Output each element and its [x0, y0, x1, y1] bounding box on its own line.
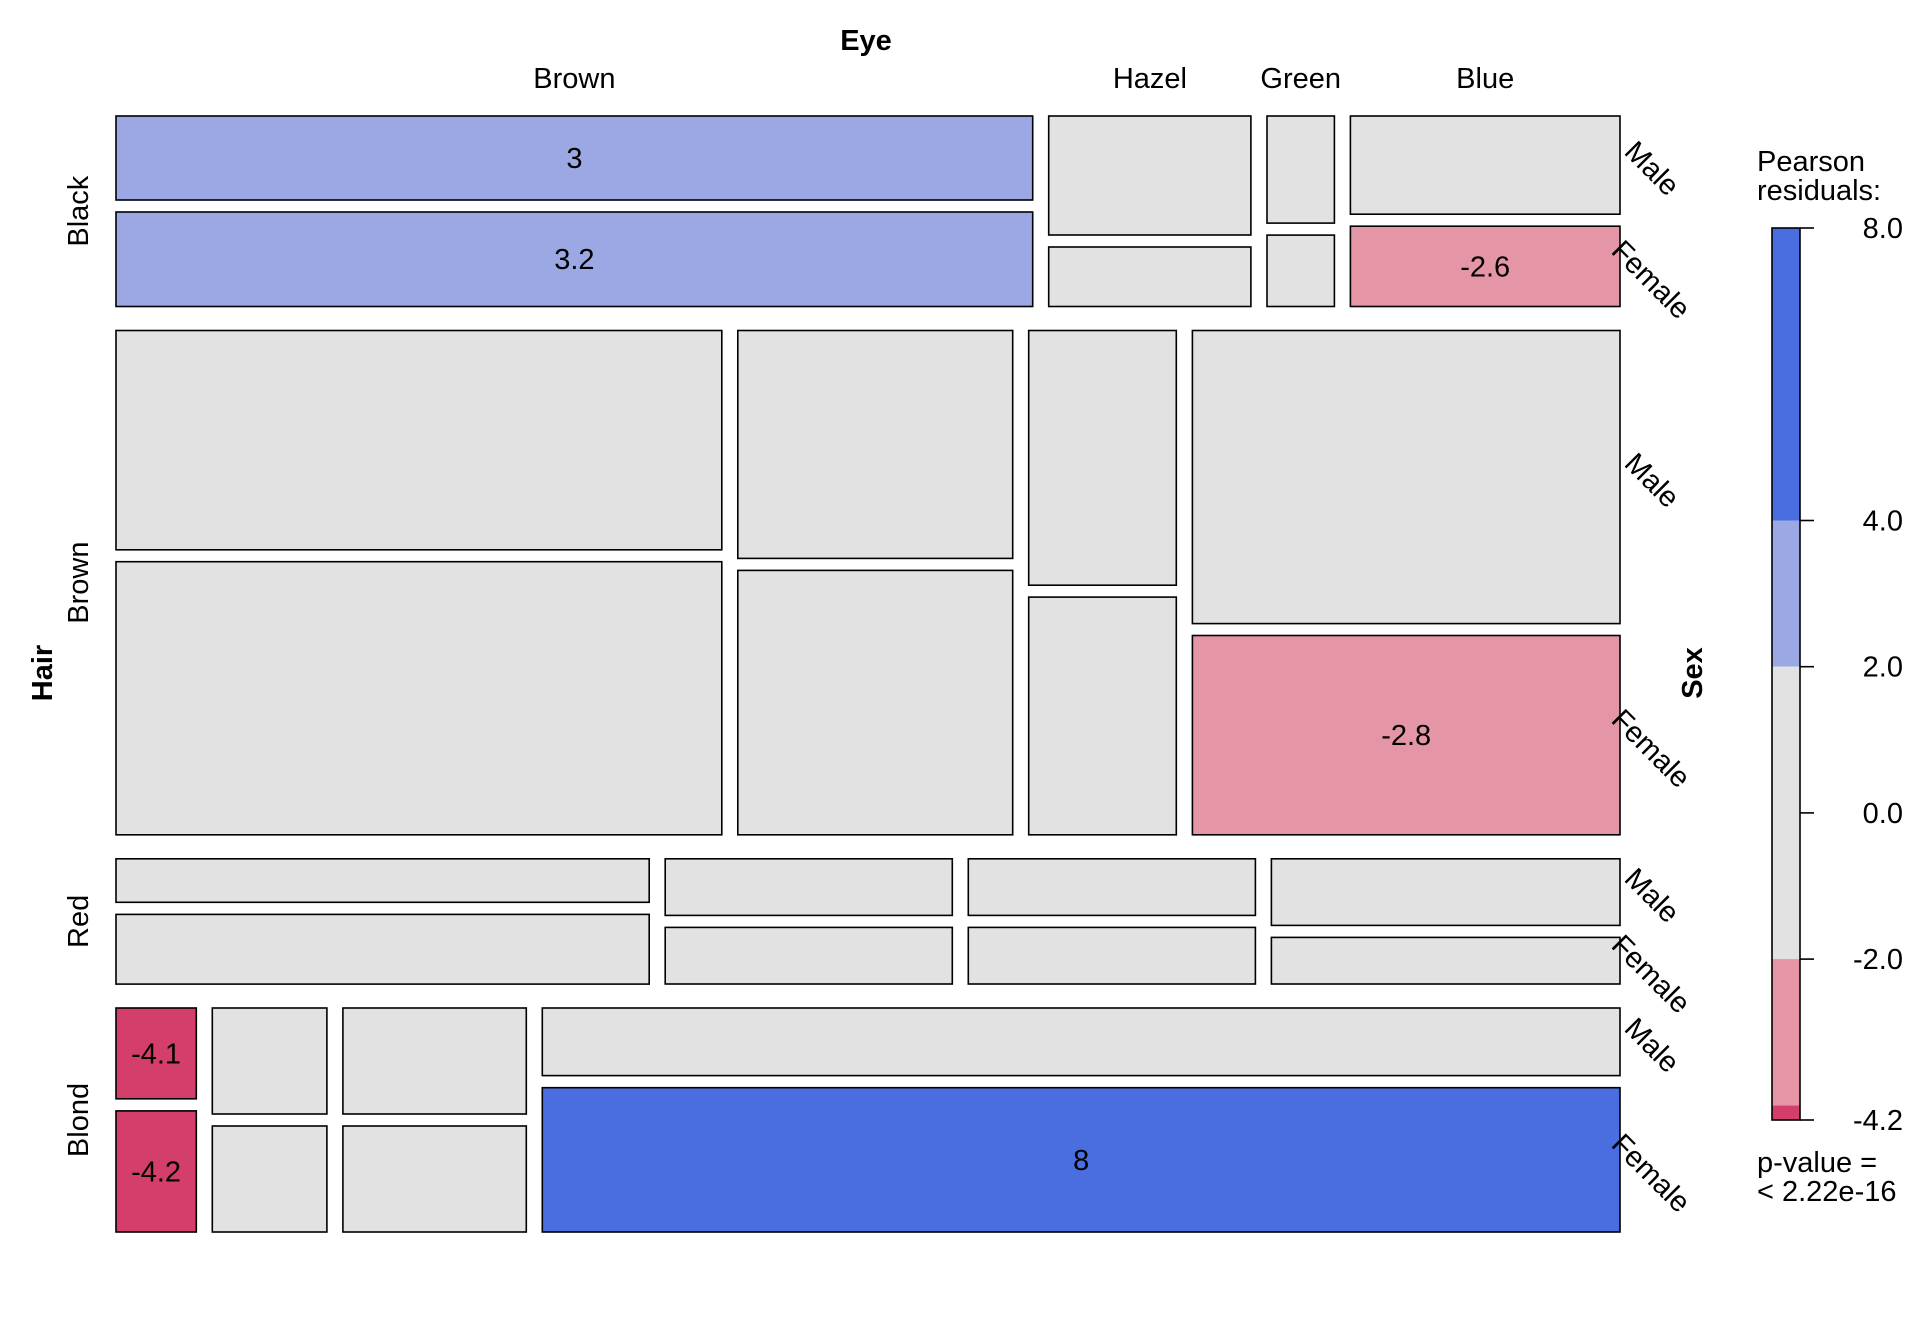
legend-band-negative: [1772, 959, 1800, 1106]
row-labels: Black Brown Red Blond: [63, 175, 95, 1157]
tile-red-blue-female: [1270, 936, 1621, 985]
residual-label-blond-blue-female: 8: [1073, 1145, 1089, 1177]
tile-black-green-female: [1266, 234, 1336, 308]
tile-blond-blue-female: [541, 1086, 1621, 1233]
tile-black-brown-male: [115, 115, 1034, 201]
tile-brown-blue-male: [1191, 329, 1621, 625]
residual-label-black-blue-female: -2.6: [1460, 251, 1510, 283]
row-label-brown: Brown: [63, 541, 95, 623]
row-label-blond: Blond: [63, 1083, 95, 1157]
tile-brown-brown-female: [115, 560, 723, 836]
legend-band-neutral: [1772, 666, 1800, 960]
tile-blond-hazel-female: [211, 1125, 328, 1233]
residual-labels: 3 3.2 -2.6 -2.8 -4.1 -4.2 8: [131, 143, 1510, 1188]
column-labels: Brown Hazel Green Blue: [533, 63, 1514, 95]
residual-label-brown-blue-female: -2.8: [1381, 720, 1431, 752]
tile-black-hazel-female: [1047, 246, 1252, 308]
legend-band-strong-negative: [1772, 1105, 1800, 1120]
row-variable-title: Hair: [27, 645, 59, 701]
legend-title-line-1: Pearson: [1757, 146, 1865, 178]
tile-red-green-male: [967, 857, 1257, 917]
legend-bar-border: [1771, 227, 1801, 1121]
tile-blond-green-female: [342, 1125, 528, 1233]
legend-band-strong-positive: [1772, 228, 1800, 521]
legend-color-bar: [1771, 227, 1801, 1121]
sex-label-blond-male: Male: [1618, 1012, 1685, 1079]
tile-red-brown-male: [115, 857, 651, 904]
residual-label-blond-brown-male: -4.1: [131, 1039, 181, 1071]
sex-label-red-male: Male: [1618, 862, 1685, 929]
mosaic-tiles: [115, 115, 1621, 1233]
residual-legend: Pearson residuals: 8.04.02.00.0-2.0-4.2 …: [1757, 146, 1903, 1208]
tile-red-hazel-female: [664, 926, 954, 985]
tile-brown-green-male: [1027, 329, 1178, 586]
column-label-blue: Blue: [1456, 63, 1514, 95]
sex-label-brown-male: Male: [1618, 447, 1685, 514]
tile-black-blue-male: [1349, 115, 1621, 215]
residual-label-black-brown-female: 3.2: [554, 244, 594, 276]
tile-red-brown-female: [115, 913, 651, 985]
legend-tick-label: 0.0: [1863, 798, 1903, 830]
residual-label-blond-brown-female: -4.2: [131, 1156, 181, 1188]
residual-label-black-brown-male: 3: [566, 143, 582, 175]
legend-tick-label: -2.0: [1853, 944, 1903, 976]
legend-tick-label: 8.0: [1863, 213, 1903, 245]
legend-ticks: 8.0 4.0 2.0 0.0 -2.0 -4.2: [1800, 213, 1903, 1137]
tile-brown-green-female: [1027, 596, 1178, 836]
tile-blond-green-male: [342, 1007, 528, 1115]
row-label-red: Red: [63, 895, 95, 948]
legend-tick-label: 4.0: [1863, 506, 1903, 538]
tile-blond-brown-female: [115, 1110, 198, 1233]
tile-black-green-male: [1266, 115, 1336, 224]
tile-black-brown-female: [115, 211, 1034, 308]
column-variable-title: Eye: [840, 25, 892, 57]
tile-red-green-female: [967, 926, 1257, 985]
legend-tick-label: -4.2: [1853, 1105, 1903, 1137]
pvalue-line-2: < 2.22e-16: [1757, 1176, 1896, 1208]
tile-brown-brown-male: [115, 329, 723, 551]
sub-variable-title: Sex: [1677, 647, 1709, 699]
legend-tick-label: 2.0: [1863, 652, 1903, 684]
tile-brown-blue-female: [1191, 634, 1621, 836]
legend-band-positive: [1772, 520, 1800, 667]
row-label-black: Black: [63, 175, 95, 246]
tile-blond-blue-male: [541, 1007, 1621, 1077]
tile-brown-hazel-male: [736, 329, 1014, 560]
tile-black-blue-female: [1349, 225, 1621, 308]
tile-blond-hazel-male: [211, 1007, 328, 1115]
sex-label-black-male: Male: [1618, 135, 1685, 202]
column-label-green: Green: [1260, 63, 1341, 95]
pvalue-line-1: p-value =: [1757, 1147, 1877, 1179]
column-label-brown: Brown: [533, 63, 615, 95]
tile-brown-hazel-female: [736, 569, 1014, 836]
legend-title-line-2: residuals:: [1757, 175, 1881, 207]
tile-red-blue-male: [1270, 857, 1621, 927]
tile-blond-brown-male: [115, 1007, 198, 1100]
tile-black-hazel-male: [1047, 115, 1252, 236]
tile-red-hazel-male: [664, 857, 954, 917]
column-label-hazel: Hazel: [1113, 63, 1187, 95]
